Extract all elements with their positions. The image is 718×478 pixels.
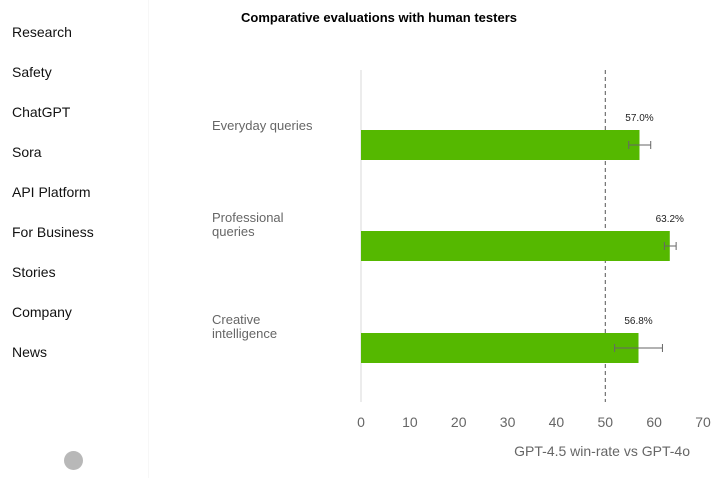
x-tick-label: 60 bbox=[646, 414, 662, 430]
bar-chart: 0 10 20 30 40 50 60 70 GPT-4.5 win-rate vs GPT-4… bbox=[212, 70, 711, 459]
nav-item-for-business[interactable]: For Business bbox=[12, 224, 94, 240]
data-label: 56.8% bbox=[624, 316, 652, 327]
x-tick-label: 10 bbox=[402, 414, 418, 430]
chart-title: Comparative evaluations with human teste… bbox=[241, 10, 517, 25]
bar bbox=[361, 231, 670, 261]
nav-item-sora[interactable]: Sora bbox=[12, 144, 42, 160]
bar bbox=[361, 130, 640, 160]
category-label: Professional bbox=[212, 210, 284, 225]
data-label: 57.0% bbox=[625, 113, 653, 124]
avatar[interactable] bbox=[64, 451, 83, 470]
x-axis-label: GPT-4.5 win-rate vs GPT-4o bbox=[514, 443, 690, 459]
x-tick-label: 40 bbox=[549, 414, 565, 430]
nav-item-api-platform[interactable]: API Platform bbox=[12, 184, 91, 200]
category-label: intelligence bbox=[212, 326, 277, 341]
nav-item-research[interactable]: Research bbox=[12, 24, 72, 40]
sidebar-nav: Research Safety ChatGPT Sora API Platfor… bbox=[0, 0, 150, 478]
nav-item-safety[interactable]: Safety bbox=[12, 64, 52, 80]
nav-item-stories[interactable]: Stories bbox=[12, 264, 56, 280]
x-tick-label: 70 bbox=[695, 414, 711, 430]
x-tick-label: 50 bbox=[597, 414, 613, 430]
nav-item-company[interactable]: Company bbox=[12, 304, 72, 320]
sidebar-divider bbox=[148, 0, 149, 478]
x-tick-label: 30 bbox=[500, 414, 516, 430]
x-tick-label: 20 bbox=[451, 414, 467, 430]
category-label: Everyday queries bbox=[212, 118, 313, 133]
category-label: Creative bbox=[212, 312, 260, 327]
bar bbox=[361, 333, 639, 363]
nav-item-news[interactable]: News bbox=[12, 344, 48, 360]
nav-item-chatgpt[interactable]: ChatGPT bbox=[12, 104, 71, 120]
category-label: queries bbox=[212, 224, 255, 239]
x-tick-label: 0 bbox=[357, 414, 365, 430]
data-label: 63.2% bbox=[656, 214, 684, 225]
